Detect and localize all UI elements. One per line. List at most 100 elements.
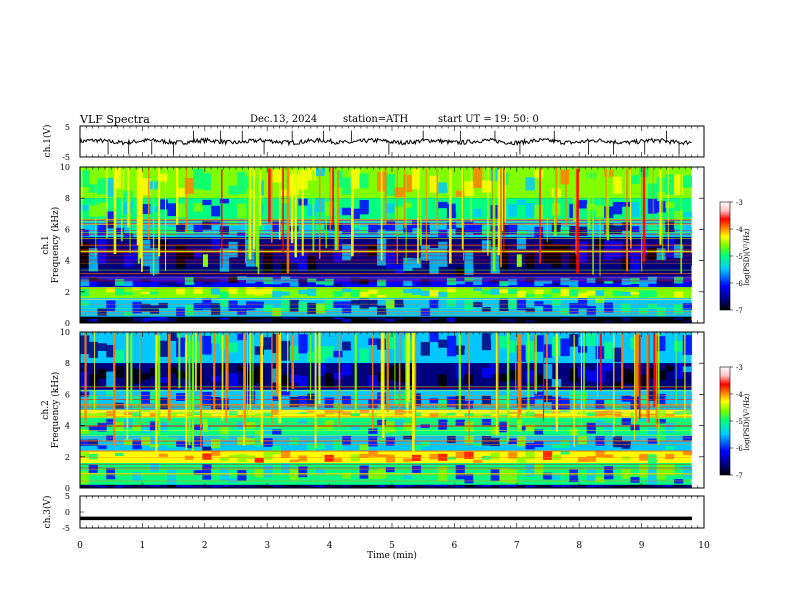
spectrogram-cell [333, 485, 343, 487]
spectrogram-cell [473, 287, 483, 291]
spectrogram-cell [88, 484, 98, 486]
spectrogram-cell [508, 288, 518, 294]
spectrogram-cell [455, 465, 465, 480]
spectrogram-cell [604, 410, 614, 416]
spectrogram-burst [495, 332, 498, 436]
spectrogram-cell [228, 455, 238, 458]
spectrogram-cell [473, 414, 483, 417]
spectrogram-cell [80, 429, 90, 435]
spectrogram-cell [289, 299, 299, 312]
spectrogram-cell [228, 410, 238, 416]
spectrogram-cell [350, 413, 361, 417]
spectrogram-cell [543, 472, 553, 480]
spectrogram-burst [351, 168, 354, 257]
spectrogram-cell [324, 473, 334, 483]
spectrogram-cell [429, 220, 439, 229]
spectrogram-cell [307, 167, 317, 181]
spectrogram-cell [473, 459, 483, 463]
spectrogram-cell [280, 225, 291, 233]
spectrogram-cell [254, 301, 264, 309]
spectrogram-cell [237, 333, 247, 341]
spectrogram-burst [518, 333, 522, 415]
spectrogram-band [80, 287, 692, 299]
spectrogram-cell [167, 421, 177, 432]
spectrogram-cell [411, 445, 422, 451]
spectrogram-cell [202, 335, 212, 355]
spectrogram-cell [385, 203, 395, 214]
spectrogram-cell [586, 440, 596, 445]
spectrogram-cell [560, 244, 570, 253]
y-tick-label: 4 [65, 422, 70, 431]
spectrogram-cell [202, 446, 212, 451]
spectrogram-cell [342, 411, 352, 416]
spectrogram-burst [200, 332, 202, 449]
spectrogram-cell [289, 291, 299, 297]
spectrogram-cell [438, 229, 448, 237]
spectrogram-cell [315, 442, 326, 450]
spectrogram-cell [167, 459, 177, 463]
spectrogram-cell [560, 169, 570, 185]
spectrogram-cell [289, 199, 299, 215]
spectrogram-cell [481, 198, 492, 214]
spectrogram-cell [97, 308, 107, 316]
spectrogram-cell [289, 279, 299, 287]
spectrogram-cell [97, 279, 107, 287]
spectrogram-cell [123, 233, 133, 237]
spectrogram-cell [123, 311, 133, 316]
spectrogram-cell [211, 469, 221, 484]
spectrogram-burst [405, 169, 407, 262]
spectrogram-cell [403, 458, 413, 462]
spectrogram-cell [193, 303, 203, 311]
spectrogram-cell [141, 178, 151, 196]
spectrogram-cell [577, 366, 588, 378]
spectrogram-cell [595, 298, 605, 303]
spectrogram-cell [429, 332, 439, 342]
spectrogram-cell [438, 413, 448, 418]
spectrogram-cell [508, 224, 518, 235]
spectrogram-burst [250, 334, 252, 415]
spectrogram-cell [80, 471, 90, 485]
spectrogram-cell [682, 485, 693, 488]
spectrogram-cell [350, 426, 361, 432]
spectrogram-burst [152, 168, 155, 276]
spectrogram-cell [560, 278, 570, 286]
spectrogram-burst [463, 169, 465, 261]
spectrogram-cell [455, 280, 465, 285]
spectrogram-cell [473, 403, 483, 410]
spectrogram-cell [377, 294, 387, 298]
spectrogram-cell [263, 337, 273, 350]
spectrogram-burst [613, 334, 615, 438]
spectrogram-cell [149, 291, 160, 295]
spectrogram-cell [298, 396, 308, 406]
spectrogram-cell [508, 469, 518, 484]
spectrogram-cell [342, 207, 352, 216]
y-tick-label: 10 [60, 328, 70, 337]
spectrogram-cell [158, 199, 168, 210]
spectrogram-cell [595, 485, 605, 487]
spectrogram-burst [461, 168, 464, 250]
spectrogram-blob [202, 254, 208, 267]
spectrogram-cell [612, 318, 623, 322]
spectrogram-cell [377, 485, 387, 487]
spectrogram-cell [411, 425, 422, 430]
spectrogram-cell [80, 229, 90, 237]
spectrogram-cell [438, 292, 448, 298]
spectrogram-cell [481, 367, 492, 378]
spectrogram-cell [464, 277, 474, 282]
spectrogram-cell [438, 241, 448, 267]
spectrogram-cell [604, 423, 614, 433]
spectrogram-cell [193, 316, 203, 319]
spectrogram-cell [569, 253, 579, 269]
spectrogram-cell [149, 412, 160, 417]
ch2-spectrogram-channel-label: ch.2 [41, 400, 51, 419]
spectrogram-cell [272, 221, 282, 232]
spectrogram-burst [646, 334, 649, 423]
spectrogram-cell [682, 212, 693, 217]
spectrogram-cell [228, 276, 238, 283]
spectrogram-cell [446, 435, 457, 444]
spectrogram-cell [184, 250, 195, 259]
spectrogram-cell [88, 341, 98, 358]
x-tick-label: 8 [576, 541, 582, 551]
spectrogram-cell [560, 227, 570, 237]
spectrogram-cell [394, 465, 404, 472]
